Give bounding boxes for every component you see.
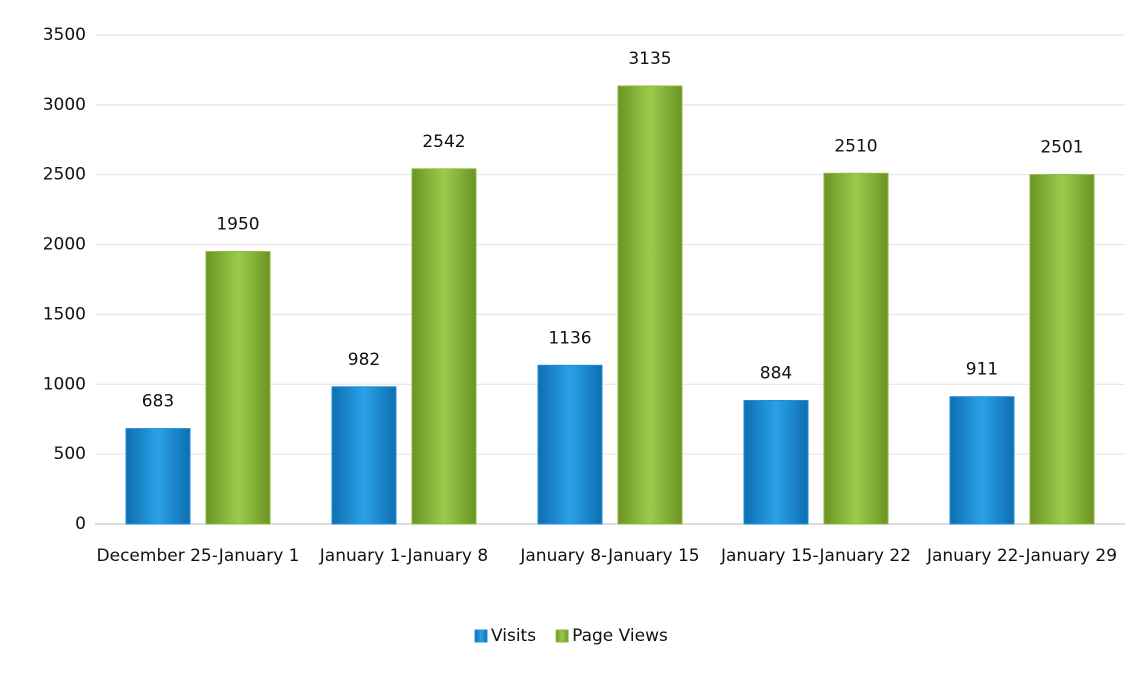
data-label: 3135	[628, 49, 671, 69]
x-tick-label: January 15-January 22	[720, 546, 912, 566]
x-tick-label: January 8-January 15	[520, 546, 700, 566]
legend-swatch	[474, 629, 488, 643]
bar	[949, 396, 1015, 525]
x-tick-label: January 1-January 8	[319, 546, 489, 566]
data-label: 683	[142, 392, 174, 412]
y-tick-label: 3500	[43, 25, 86, 45]
legend-label: Page Views	[572, 626, 668, 646]
bar	[823, 172, 889, 525]
legend-label: Visits	[491, 626, 536, 646]
y-tick-label: 1000	[43, 374, 86, 394]
y-tick-label: 2000	[43, 235, 86, 255]
y-tick-label: 1500	[43, 304, 86, 324]
data-label: 884	[760, 363, 792, 383]
y-tick-label: 500	[54, 444, 86, 464]
data-label: 911	[966, 360, 998, 380]
bar	[1029, 174, 1095, 525]
x-tick-label: December 25-January 1	[96, 546, 300, 566]
y-tick-label: 3000	[43, 95, 86, 115]
bar	[617, 85, 683, 525]
y-tick-label: 2500	[43, 165, 86, 185]
bar	[205, 251, 271, 525]
legend-swatch	[555, 629, 569, 643]
bar	[331, 386, 397, 525]
bar	[743, 399, 809, 525]
data-label: 982	[348, 350, 380, 370]
x-tick-label: January 22-January 29	[926, 546, 1118, 566]
data-label: 1950	[216, 215, 259, 235]
bar	[537, 364, 603, 525]
data-label: 2501	[1040, 138, 1083, 158]
bar	[125, 428, 191, 525]
y-tick-label: 0	[75, 514, 86, 534]
data-label: 2542	[422, 132, 465, 152]
data-label: 2510	[834, 136, 877, 156]
bar	[411, 168, 477, 525]
data-label: 1136	[548, 328, 591, 348]
